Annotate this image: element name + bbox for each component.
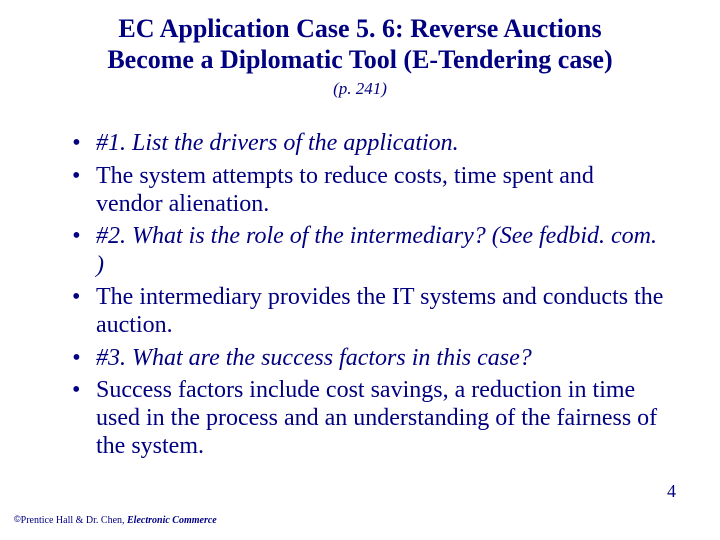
bullet-text: Success factors include cost savings, a … — [96, 377, 657, 460]
bullet-item: Success factors include cost savings, a … — [72, 376, 664, 461]
footer: ©Prentice Hall & Dr. Chen, Electronic Co… — [14, 514, 217, 526]
title-line-2: Become a Diplomatic Tool (E-Tendering ca… — [107, 45, 612, 74]
copyright-icon: © — [14, 514, 21, 524]
bullet-list: #1. List the drivers of the application.… — [50, 129, 670, 460]
bullet-text: #1. List the drivers of the application. — [96, 130, 459, 156]
slide-title: EC Application Case 5. 6: Reverse Auctio… — [50, 14, 670, 75]
page-number: 4 — [667, 481, 676, 502]
bullet-item: The system attempts to reduce costs, tim… — [72, 162, 664, 219]
bullet-text: #2. What is the role of the intermediary… — [96, 223, 657, 277]
bullet-item: #3. What are the success factors in this… — [72, 344, 664, 372]
bullet-item: The intermediary provides the IT systems… — [72, 283, 664, 340]
slide-subtitle: (p. 241) — [50, 79, 670, 99]
bullet-text: #3. What are the success factors in this… — [96, 345, 532, 371]
footer-text: Prentice Hall & Dr. Chen, — [21, 515, 127, 526]
bullet-item: #2. What is the role of the intermediary… — [72, 222, 664, 279]
slide: EC Application Case 5. 6: Reverse Auctio… — [0, 0, 720, 540]
footer-ec: Electronic Commerce — [127, 515, 217, 526]
bullet-item: #1. List the drivers of the application. — [72, 129, 664, 157]
title-line-1: EC Application Case 5. 6: Reverse Auctio… — [118, 14, 601, 43]
bullet-text: The intermediary provides the IT systems… — [96, 284, 663, 338]
bullet-text: The system attempts to reduce costs, tim… — [96, 163, 594, 217]
